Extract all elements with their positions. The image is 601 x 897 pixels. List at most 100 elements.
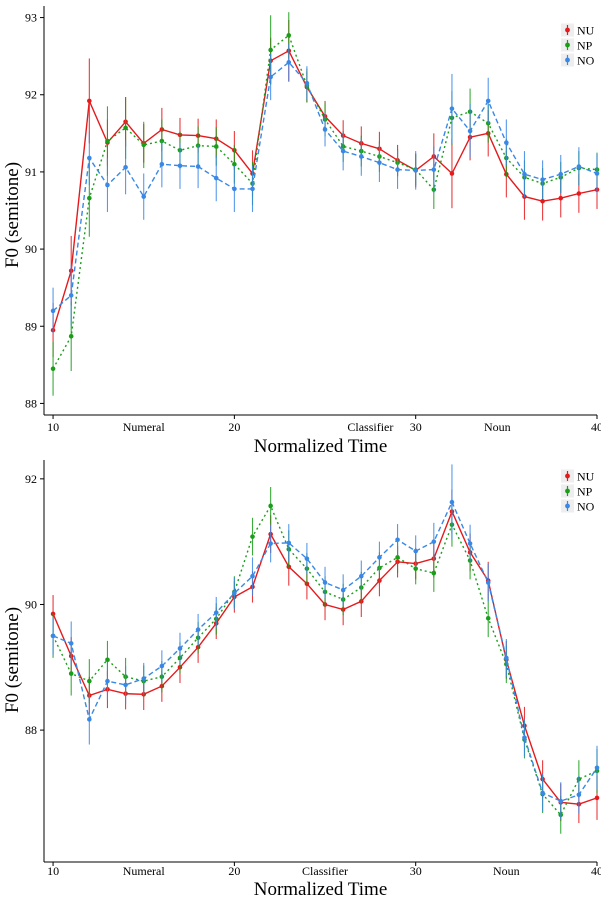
- data-point: [467, 128, 473, 134]
- series-line: [52, 509, 598, 805]
- series-line: [52, 49, 598, 331]
- series-nu: [50, 489, 600, 824]
- x-tick-label: 40: [591, 864, 601, 878]
- data-point: [87, 195, 92, 201]
- x-axis-title: Normalized Time: [254, 436, 388, 457]
- data-point: [268, 47, 273, 53]
- data-point: [540, 790, 545, 796]
- data-point: [286, 60, 292, 65]
- data-point: [250, 534, 255, 539]
- data-point: [141, 194, 147, 199]
- series-np: [50, 12, 600, 396]
- data-point: [558, 195, 564, 201]
- legend-label: NP: [577, 39, 593, 53]
- x-tick-label: 30: [410, 864, 422, 878]
- region-label: Classifier: [302, 864, 348, 878]
- x-tick-label: 30: [410, 420, 422, 434]
- data-point: [232, 161, 237, 167]
- data-point: [449, 106, 455, 111]
- data-point: [576, 191, 582, 196]
- region-label: Numeral: [123, 864, 166, 878]
- data-point: [141, 676, 147, 681]
- data-point: [449, 171, 455, 176]
- data-point: [105, 657, 110, 663]
- series-line: [52, 504, 598, 817]
- data-point: [377, 160, 382, 165]
- y-tick-label: 88: [25, 723, 37, 737]
- x-tick-label: 40: [591, 420, 601, 434]
- data-point: [123, 682, 128, 688]
- data-point: [504, 655, 509, 661]
- legend-key-marker: [565, 27, 570, 33]
- data-point: [177, 163, 183, 169]
- legend-key-marker: [565, 488, 570, 494]
- data-point: [159, 161, 165, 167]
- data-point: [213, 175, 219, 181]
- data-point: [87, 678, 92, 684]
- data-point: [449, 499, 455, 505]
- legend-key-marker: [565, 473, 570, 479]
- data-point: [395, 537, 400, 543]
- data-point: [594, 795, 600, 801]
- legend-label: NO: [577, 54, 595, 68]
- data-point: [504, 140, 509, 145]
- data-point: [522, 735, 527, 740]
- data-point: [177, 646, 183, 651]
- data-point: [50, 308, 56, 314]
- data-point: [594, 171, 600, 176]
- data-point: [413, 548, 418, 554]
- y-tick-label: 90: [25, 242, 37, 256]
- legend-key-marker: [565, 503, 570, 509]
- legend-key-marker: [565, 42, 570, 48]
- data-point: [413, 168, 418, 173]
- data-point: [377, 555, 382, 560]
- data-point: [195, 164, 201, 169]
- data-point: [195, 627, 201, 632]
- chart-panel-2: 88 90 92 10 20 30 40 Numeral Classifier Noun Norma…: [2, 460, 601, 897]
- data-point: [431, 570, 437, 576]
- data-point: [485, 98, 491, 104]
- data-point: [105, 182, 110, 188]
- x-tick-label: 10: [47, 864, 59, 878]
- data-point: [522, 171, 527, 177]
- data-point: [485, 580, 491, 585]
- data-point: [540, 177, 545, 182]
- data-point: [68, 671, 74, 676]
- data-point: [268, 74, 273, 80]
- data-point: [340, 587, 346, 593]
- data-point: [322, 127, 328, 132]
- series-np: [50, 487, 600, 834]
- data-point: [304, 556, 310, 561]
- data-point: [358, 573, 364, 579]
- y-tick-label: 92: [25, 88, 37, 102]
- data-point: [50, 633, 56, 639]
- data-point: [304, 80, 310, 86]
- chart-panel-1: 88 89 90 91 92 93 10 20 30 40 Numeral Classifier Nou…: [2, 6, 601, 457]
- data-point: [123, 164, 128, 170]
- data-point: [576, 164, 582, 169]
- x-tick-label: 20: [228, 420, 240, 434]
- data-point: [594, 765, 600, 771]
- x-tick-label: 10: [47, 420, 59, 434]
- data-point: [395, 167, 400, 172]
- data-point: [576, 792, 582, 798]
- data-point: [322, 580, 328, 585]
- series-line: [52, 61, 598, 312]
- data-point: [268, 503, 273, 509]
- data-point: [413, 566, 418, 571]
- data-point: [68, 641, 74, 646]
- legend-label: NP: [577, 485, 593, 499]
- data-point: [395, 555, 400, 560]
- y-axis-title: F0 (semitone): [2, 607, 23, 713]
- region-label: Noun: [484, 420, 511, 434]
- x-axis-title: Normalized Time: [254, 879, 388, 897]
- data-point: [431, 167, 437, 172]
- y-tick-label: 91: [25, 165, 37, 179]
- y-tick-label: 88: [25, 396, 37, 410]
- series-line: [52, 34, 598, 370]
- data-point: [87, 717, 92, 722]
- legend-key-marker: [565, 57, 570, 63]
